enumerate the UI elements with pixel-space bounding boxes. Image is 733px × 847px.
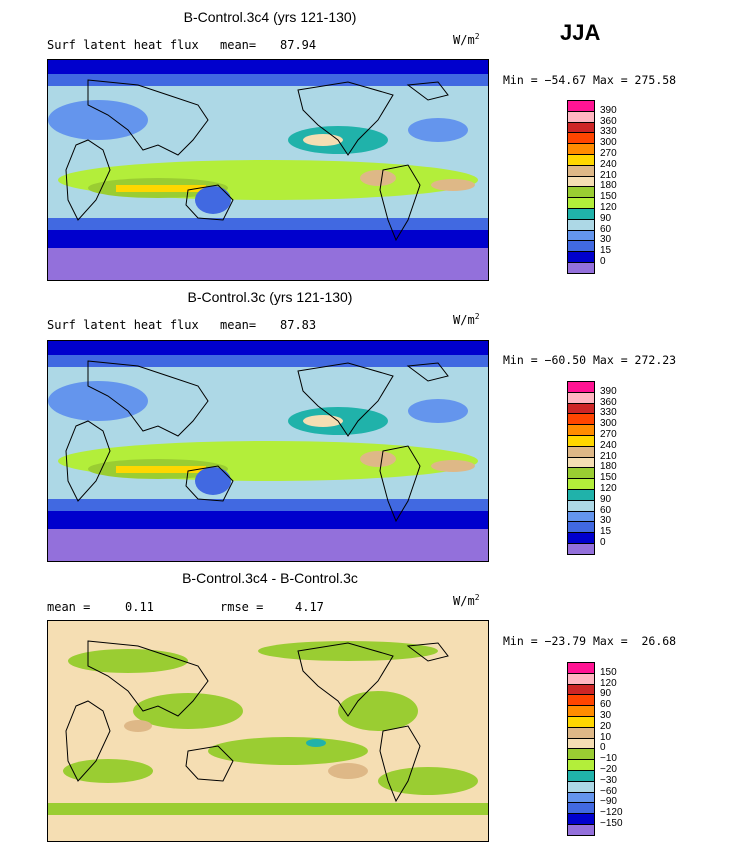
panel2-units: W/m2 <box>453 312 480 327</box>
panel2-colorbar-tick: 240 <box>600 439 617 451</box>
panel1-minmax: Min = −54.67 Max = 275.58 <box>503 73 677 87</box>
panel3-colorbar-tick: −30 <box>600 774 617 786</box>
panel3-map-svg <box>48 621 488 841</box>
panel2-colorbar-tick: 330 <box>600 407 617 419</box>
panel2-colorbar-swatch <box>567 543 595 555</box>
panel1-map-svg <box>48 60 488 280</box>
panel2-colorbar: 390 360 330 300 270 240 210 180 150 120 90 60 30 15 0 <box>567 381 627 557</box>
panel2-colorbar-tick: 270 <box>600 429 617 440</box>
panel3-rmse-label: rmse = <box>220 600 264 614</box>
panel1-colorbar-tick: 90 <box>600 212 612 224</box>
panel2-title: B-Control.3c (yrs 121-130) <box>187 289 353 305</box>
panel2-colorbar-tick: 90 <box>600 493 612 505</box>
panel1-colorbar-tick: 60 <box>600 223 612 235</box>
panel3-colorbar-tick: −90 <box>600 796 617 808</box>
panel1-units: W/m2 <box>453 32 480 47</box>
panel3-colorbar-tick: 150 <box>600 666 617 678</box>
panel2-colorbar-tick: 15 <box>600 526 612 538</box>
panel2-colorbar-tick: 390 <box>600 385 617 397</box>
panel2-colorbar-tick: 120 <box>600 483 617 494</box>
panel3-colorbar-tick: 90 <box>600 688 612 700</box>
panel3-map <box>47 620 489 842</box>
panel3-mean-value: 0.11 <box>125 600 154 614</box>
panel3-colorbar-tick: 60 <box>600 699 612 711</box>
panel3-colorbar-tick: 10 <box>600 731 612 743</box>
panel1-colorbar-tick: 15 <box>600 245 612 257</box>
panel3-rmse-value: 4.17 <box>295 600 324 614</box>
panel1-colorbar-tick: 270 <box>600 148 617 159</box>
panel3-colorbar-tick: 30 <box>600 710 612 721</box>
panel2-colorbar-tick: 150 <box>600 472 617 484</box>
panel2-colorbar-tick: 0 <box>600 537 606 548</box>
panel3-colorbar-tick: −10 <box>600 753 617 765</box>
panel3-title: B-Control.3c4 - B-Control.3c <box>182 570 358 586</box>
panel2-map <box>47 340 489 562</box>
season-label: JJA <box>560 20 601 45</box>
panel1-colorbar-tick: 300 <box>600 137 617 149</box>
panel3-colorbar-tick: −60 <box>600 785 617 797</box>
panel1-colorbar-tick: 210 <box>600 169 617 181</box>
panel1-mean-label: mean= <box>220 38 257 52</box>
panel3-units: W/m2 <box>453 593 480 608</box>
panel2-map-svg <box>48 341 488 561</box>
panel1-colorbar-tick: 0 <box>600 256 606 267</box>
panel3-colorbar-tick: −120 <box>600 807 623 819</box>
panel3-minmax: Min = −23.79 Max = 26.68 <box>503 634 677 648</box>
panel2-colorbar-tick: 300 <box>600 418 617 430</box>
panel2-minmax: Min = −60.50 Max = 272.23 <box>503 353 677 367</box>
panel2-colorbar-tick: 60 <box>600 504 612 516</box>
panel3-colorbar-tick: 120 <box>600 677 617 689</box>
panel1-title: B-Control.3c4 (yrs 121-130) <box>183 9 357 25</box>
panel2-colorbar-tick: 210 <box>600 450 617 462</box>
panel1-colorbar-tick: 30 <box>600 234 612 246</box>
panel1-colorbar-tick: 390 <box>600 104 617 116</box>
panel1-colorbar-swatch <box>567 262 595 274</box>
panel2-colorbar-tick: 30 <box>600 515 612 527</box>
panel1-colorbar-tick: 330 <box>600 126 617 138</box>
panel2-colorbar-tick: 180 <box>600 461 617 473</box>
panel3-colorbar-tick: 20 <box>600 720 612 732</box>
panel1-colorbar-tick: 180 <box>600 180 617 192</box>
panel2-variable-label: Surf latent heat flux <box>47 318 199 332</box>
panel1-colorbar-tick: 120 <box>600 202 617 213</box>
panel3-colorbar-tick: −20 <box>600 764 617 775</box>
panel3-mean-label: mean = <box>47 600 91 614</box>
panel3-colorbar: 150 120 90 60 30 20 10 0 −10 −20 −30 −60 −90 −120 −150 <box>567 662 627 838</box>
panel1-mean-value: 87.94 <box>280 38 317 52</box>
panel3-colorbar-tick: −150 <box>600 818 623 829</box>
panel3-colorbar-swatch <box>567 824 595 836</box>
panel1-colorbar: 390 360 330 300 270 240 210 180 150 120 90 60 30 15 0 <box>567 100 627 276</box>
panel1-colorbar-tick: 240 <box>600 158 617 170</box>
panel2-colorbar-tick: 360 <box>600 396 617 408</box>
panel1-variable-label: Surf latent heat flux <box>47 38 199 52</box>
panel1-colorbar-tick: 360 <box>600 115 617 127</box>
panel3-colorbar-tick: 0 <box>600 742 606 754</box>
panel1-colorbar-tick: 150 <box>600 191 617 203</box>
panel2-mean-value: 87.83 <box>280 318 317 332</box>
panel2-mean-label: mean= <box>220 318 257 332</box>
panel1-map <box>47 59 489 281</box>
